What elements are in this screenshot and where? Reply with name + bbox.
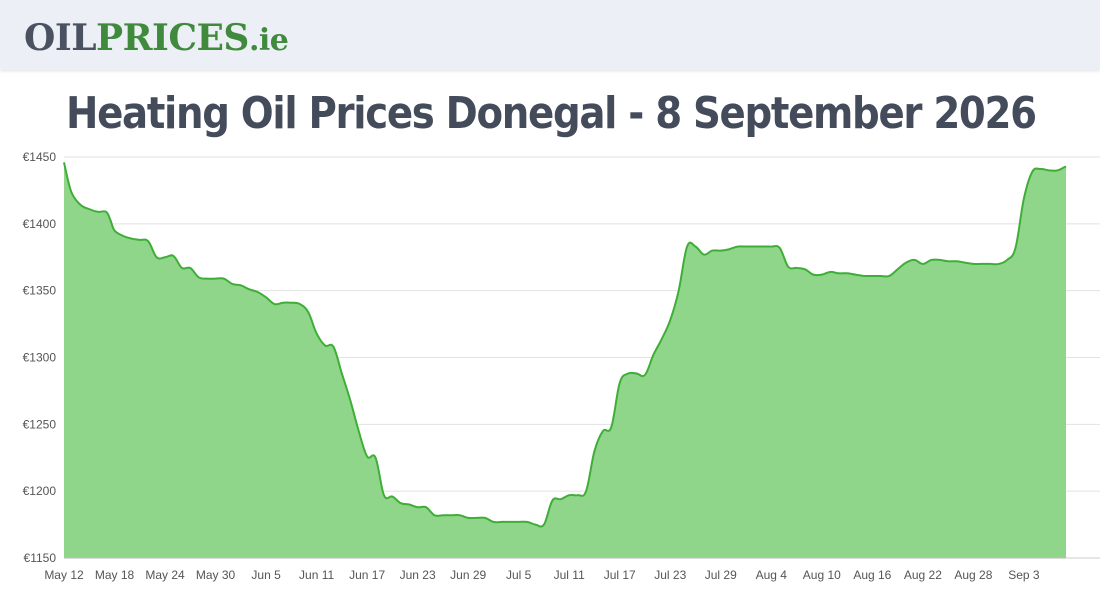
price-area-chart: €1450 €1400 €1350 €1300 €1250 €1200 €1150 May … bbox=[23, 150, 1100, 582]
y-tick-label: €1200 bbox=[23, 484, 57, 498]
x-tick-label: Aug 16 bbox=[853, 568, 891, 582]
x-tick-label: Jul 23 bbox=[654, 568, 686, 582]
x-tick-label: Jun 5 bbox=[251, 568, 281, 582]
x-tick-label: May 18 bbox=[95, 568, 135, 582]
x-tick-label: Aug 10 bbox=[803, 568, 841, 582]
x-tick-label: Sep 3 bbox=[1008, 568, 1040, 582]
site-logo[interactable]: OILPRICES.ie bbox=[24, 14, 289, 65]
x-tick-label: Jun 29 bbox=[450, 568, 486, 582]
y-axis-ticks: €1450 €1400 €1350 €1300 €1250 €1200 €1150 bbox=[23, 150, 57, 565]
x-tick-label: Aug 28 bbox=[954, 568, 992, 582]
x-axis-ticks: May 12 May 18 May 24 May 30 Jun 5 Jun 11 Jun 1… bbox=[44, 568, 1040, 582]
page-title: Heating Oil Prices Donegal - 8 September… bbox=[66, 88, 1037, 139]
x-tick-label: Jun 17 bbox=[349, 568, 385, 582]
y-tick-label: €1450 bbox=[23, 150, 57, 164]
logo-text-prices: PRICES bbox=[96, 17, 249, 59]
x-tick-label: Jun 11 bbox=[299, 568, 334, 582]
plot-area bbox=[63, 162, 1067, 559]
logo-text-oil: OIL bbox=[24, 17, 97, 59]
x-tick-label: May 12 bbox=[44, 568, 84, 582]
logo-text-domain: .ie bbox=[248, 23, 289, 58]
x-tick-label: Jul 11 bbox=[554, 568, 585, 582]
x-tick-label: Jun 23 bbox=[400, 568, 436, 582]
x-tick-label: May 30 bbox=[196, 568, 236, 582]
x-tick-label: May 24 bbox=[145, 568, 185, 582]
y-tick-label: €1400 bbox=[23, 217, 57, 231]
price-line bbox=[63, 162, 1067, 528]
x-tick-label: Jul 17 bbox=[604, 568, 636, 582]
x-tick-label: Aug 4 bbox=[756, 568, 788, 582]
site-header: OILPRICES.ie bbox=[0, 0, 1100, 70]
y-tick-label: €1250 bbox=[23, 417, 57, 431]
x-tick-label: Jul 29 bbox=[705, 568, 737, 582]
x-tick-label: Jul 5 bbox=[506, 568, 532, 582]
y-tick-label: €1300 bbox=[23, 351, 57, 365]
x-tick-label: Aug 22 bbox=[904, 568, 942, 582]
price-area-fill bbox=[64, 162, 1066, 558]
y-tick-label: €1150 bbox=[24, 551, 57, 565]
y-tick-label: €1350 bbox=[23, 284, 57, 298]
